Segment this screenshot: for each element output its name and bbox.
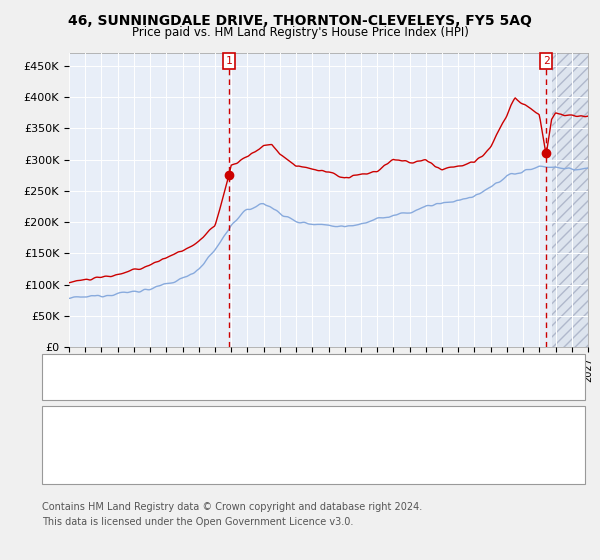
Text: 8% ↑ HPI: 8% ↑ HPI <box>372 455 427 469</box>
Text: £310,000: £310,000 <box>246 455 302 469</box>
Text: 15-NOV-2004: 15-NOV-2004 <box>93 419 172 432</box>
Text: 2: 2 <box>543 56 550 66</box>
Bar <box>551 53 600 347</box>
Text: 2: 2 <box>53 457 61 467</box>
Text: HPI: Average price, detached house, Wyre: HPI: Average price, detached house, Wyre <box>93 384 313 394</box>
Text: 1: 1 <box>53 421 61 431</box>
Text: 31-MAY-2024: 31-MAY-2024 <box>93 455 170 469</box>
Text: 46, SUNNINGDALE DRIVE, THORNTON-CLEVELEYS, FY5 5AQ (detached house): 46, SUNNINGDALE DRIVE, THORNTON-CLEVELEY… <box>93 358 497 368</box>
Text: Price paid vs. HM Land Registry's House Price Index (HPI): Price paid vs. HM Land Registry's House … <box>131 26 469 39</box>
Text: This data is licensed under the Open Government Licence v3.0.: This data is licensed under the Open Gov… <box>42 517 353 527</box>
Text: £275,000: £275,000 <box>246 419 302 432</box>
Text: Contains HM Land Registry data © Crown copyright and database right 2024.: Contains HM Land Registry data © Crown c… <box>42 502 422 512</box>
Text: 36% ↑ HPI: 36% ↑ HPI <box>372 419 434 432</box>
Text: 46, SUNNINGDALE DRIVE, THORNTON-CLEVELEYS, FY5 5AQ: 46, SUNNINGDALE DRIVE, THORNTON-CLEVELEY… <box>68 14 532 28</box>
Text: 1: 1 <box>226 56 232 66</box>
